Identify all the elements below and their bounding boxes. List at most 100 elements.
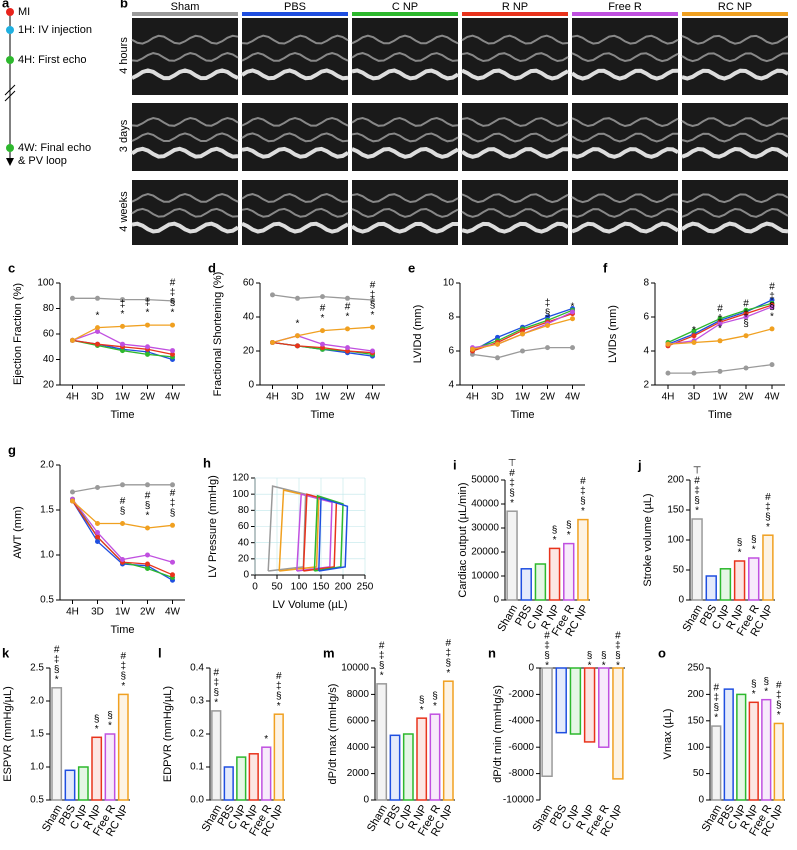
data-point <box>691 328 697 334</box>
bar <box>748 701 759 801</box>
y-tick-label: 0.2 <box>190 729 204 740</box>
data-point <box>470 346 475 352</box>
bar <box>773 722 784 801</box>
x-tick-label: 3D <box>91 607 104 618</box>
x-tick-label: 150 <box>313 582 330 593</box>
data-point <box>570 309 575 315</box>
bar <box>719 568 732 601</box>
echo-wall <box>240 68 349 81</box>
data-point <box>295 333 300 339</box>
data-point <box>320 328 325 334</box>
data-point <box>145 566 150 571</box>
timeline-dot <box>6 8 14 16</box>
y-tick-label: 0.5 <box>40 595 54 606</box>
bar <box>723 688 734 801</box>
significance-mark: § <box>713 703 719 714</box>
echo-wall <box>130 146 239 159</box>
echo-wall <box>571 34 679 45</box>
significance-mark: * <box>777 710 781 721</box>
row-name: 4 weeks <box>118 191 130 232</box>
y-tick-label: 2.5 <box>30 663 44 674</box>
significance-mark: # <box>379 640 385 651</box>
echo-wall <box>351 207 459 218</box>
bar <box>211 710 222 801</box>
y-tick-label: 1.0 <box>30 762 44 773</box>
y-axis-title: Stroke volume (µL) <box>642 493 654 586</box>
echo-wall <box>681 146 790 159</box>
pv-loop <box>267 485 307 572</box>
significance-mark: # <box>769 282 775 293</box>
bar <box>51 687 63 801</box>
data-point <box>95 530 100 535</box>
significance-mark: ‡ <box>765 502 771 513</box>
data-point <box>665 341 671 347</box>
bar <box>733 560 746 601</box>
panel-label: o <box>658 645 666 660</box>
data-point <box>320 341 325 347</box>
panel-label: g <box>8 442 16 457</box>
bar <box>736 693 747 801</box>
bar <box>583 667 596 743</box>
data-point <box>95 295 100 301</box>
y-tick-label: 10 <box>443 278 455 289</box>
significance-mark: ‡ <box>370 290 376 301</box>
bar <box>761 698 772 801</box>
panel-label: c <box>8 260 15 275</box>
y-axis-title: ESPVR (mmHg/µL) <box>2 686 14 782</box>
y-tick-label: -8000 <box>508 768 534 779</box>
group-bar <box>352 12 458 16</box>
significance-mark: ‡ <box>145 298 151 309</box>
y-tick-label: 10000 <box>471 571 499 582</box>
data-point <box>170 298 175 304</box>
bar <box>534 563 547 601</box>
significance-mark: § <box>379 660 385 671</box>
echo-wall <box>131 193 239 203</box>
significance-mark: ‡ <box>776 690 782 701</box>
significance-mark: * <box>371 310 375 321</box>
echo-wall <box>681 117 788 128</box>
x-tick-label: 3D <box>91 392 104 403</box>
data-point <box>95 328 100 334</box>
x-tick-label: 4W <box>565 392 581 403</box>
y-tick-label: 0 <box>698 795 704 806</box>
echo-wall <box>571 117 679 128</box>
significance-mark: # <box>580 476 586 487</box>
data-point <box>120 348 125 354</box>
echo-wall <box>131 207 239 218</box>
data-point <box>345 345 350 351</box>
data-point <box>769 304 775 310</box>
y-tick-label: 0 <box>493 595 499 606</box>
echo-wall <box>571 147 679 159</box>
timeline-arrow <box>6 158 14 166</box>
echo-wall <box>241 116 349 127</box>
significance-mark: § <box>145 501 151 512</box>
significance-mark: * <box>171 308 175 319</box>
timeline-event: 1H: IV injection <box>18 24 92 36</box>
significance-mark: # <box>320 303 326 314</box>
echo-wall <box>681 68 789 81</box>
significance-mark: § <box>765 512 771 523</box>
significance-mark: § <box>509 488 515 499</box>
data-point <box>570 345 575 351</box>
echo-wall <box>461 193 569 204</box>
y-tick-label: 80 <box>43 303 55 314</box>
data-point <box>370 324 375 330</box>
significance-mark: * <box>571 301 575 312</box>
y-tick-label: 50000 <box>471 475 499 486</box>
data-point <box>370 297 375 303</box>
y-tick-label: 50 <box>673 565 685 576</box>
bar <box>117 693 129 801</box>
echo-wall <box>351 52 459 62</box>
significance-mark: § <box>107 711 113 722</box>
bar <box>261 746 272 801</box>
significance-mark: * <box>108 721 112 732</box>
data-point <box>120 323 125 329</box>
significance-mark: # <box>544 631 550 642</box>
x-tick-label: 1W <box>515 392 531 403</box>
significance-mark: § <box>763 676 769 687</box>
y-tick-label: 30000 <box>471 523 499 534</box>
x-axis-title: Time <box>310 409 334 421</box>
data-point <box>170 482 175 488</box>
significance-mark: ‡ <box>717 313 723 324</box>
significance-mark: # <box>713 683 719 694</box>
